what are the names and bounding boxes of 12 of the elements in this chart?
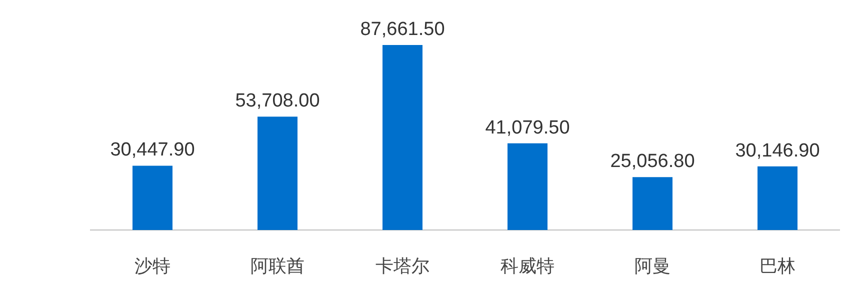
data-label: 53,708.00 bbox=[235, 90, 320, 112]
data-label: 25,056.80 bbox=[610, 151, 695, 172]
data-label: 30,146.90 bbox=[735, 140, 820, 162]
x-tick-label: 沙特 bbox=[134, 256, 170, 276]
x-tick-label: 卡塔尔 bbox=[376, 256, 430, 276]
data-label: 30,447.90 bbox=[110, 140, 195, 161]
data-label: 41,079.50 bbox=[485, 117, 570, 138]
x-tick-label: 阿联酋 bbox=[250, 256, 304, 276]
data-label: 87,661.50 bbox=[360, 19, 445, 40]
x-tick-label: 阿曼 bbox=[634, 256, 670, 276]
x-tick-label: 巴林 bbox=[760, 256, 796, 276]
x-tick-label: 科威特 bbox=[500, 256, 554, 276]
